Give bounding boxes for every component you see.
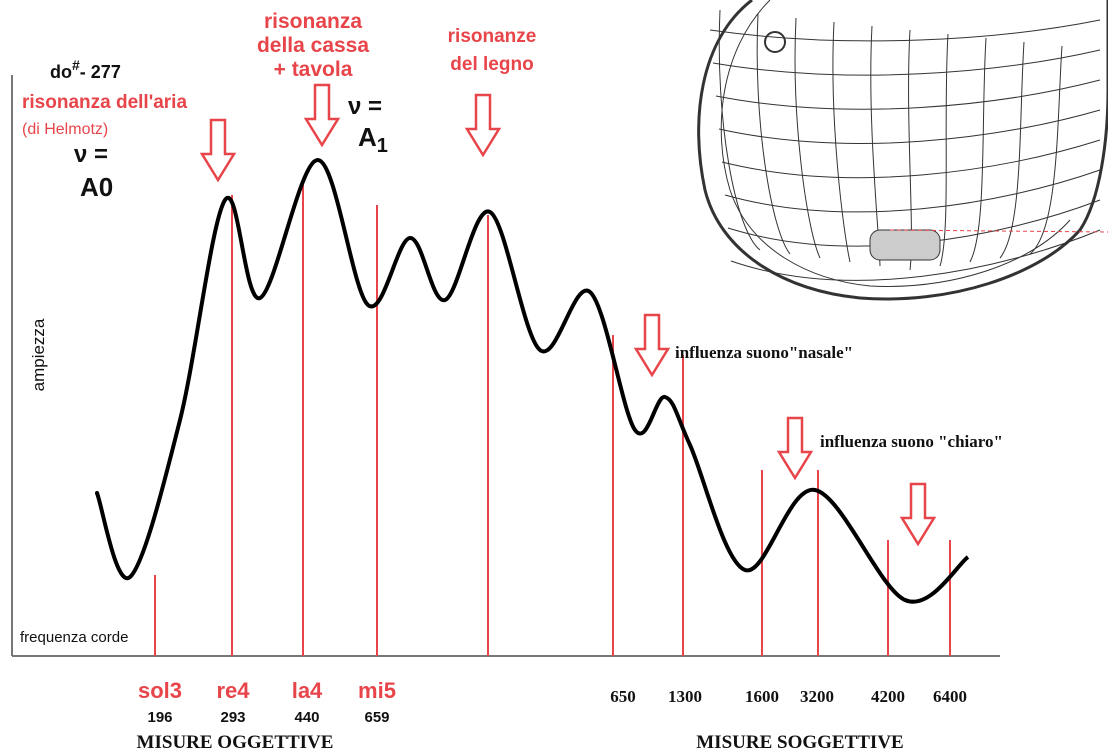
arrow — [902, 484, 934, 544]
violin-grid-line — [716, 80, 1100, 109]
violin-grid-line — [795, 18, 820, 258]
violin-drawing — [699, 0, 1108, 299]
bright-label: influenza suono "chiaro" — [820, 432, 1003, 451]
note-label: mi5 — [358, 678, 396, 703]
wood-label: risonanze — [448, 26, 537, 47]
freq-label: 6400 — [933, 687, 967, 706]
freq-label: 3200 — [800, 687, 834, 706]
nu: ν = — [74, 141, 108, 168]
arrow — [779, 418, 811, 478]
freq-label: 196 — [147, 709, 172, 726]
violin-grid-line — [833, 22, 850, 262]
body-label: della cassa — [257, 34, 369, 57]
arrow — [467, 95, 499, 155]
arrow — [306, 85, 338, 145]
violin-grid-line — [713, 50, 1100, 75]
violin-grid-line — [710, 20, 1100, 41]
freq-label: 1600 — [745, 687, 779, 706]
freq-label: 293 — [220, 709, 245, 726]
note: do#- 277 — [50, 57, 121, 82]
freq-label: 4200 — [871, 687, 905, 706]
y-axis-label: ampiezza — [29, 318, 48, 391]
wood-label: del legno — [450, 54, 533, 75]
violin-grid-line — [722, 140, 1100, 178]
helmholtz-title: risonanza dell'aria — [22, 92, 187, 113]
note-label: re4 — [216, 678, 250, 703]
violin-grid-line — [940, 34, 948, 266]
mode: A0 — [80, 172, 113, 202]
body-label: risonanza — [264, 10, 362, 33]
violin-grid-line — [1030, 46, 1062, 254]
helmholtz-subtitle: (di Helmotz) — [22, 121, 108, 138]
arrow — [202, 120, 234, 180]
frequency-lines — [155, 185, 950, 656]
diagram: do#- 277 risonanza dell'aria (di Helmotz… — [0, 0, 1108, 754]
violin-grid-line — [1000, 42, 1024, 258]
note-label: sol3 — [138, 678, 182, 703]
freq-label: 1300 — [668, 687, 702, 706]
x-axis-label: frequenza corde — [20, 629, 128, 646]
violin-grid-line — [725, 170, 1100, 212]
nu: ν = — [348, 93, 382, 120]
caption: MISURE SOGGETTIVE — [696, 732, 903, 753]
curve-start — [95, 491, 99, 495]
violin-grid-line — [970, 38, 986, 262]
freq-label: 659 — [364, 709, 389, 726]
response-curve — [97, 160, 968, 602]
freq-label: 440 — [294, 709, 319, 726]
body-label: + tavola — [274, 58, 353, 81]
arrow — [636, 315, 668, 375]
violin-grid-line — [757, 14, 790, 254]
caption: MISURE OGGETTIVE — [137, 732, 334, 753]
freq-label: 650 — [610, 687, 636, 706]
note-label: la4 — [292, 678, 323, 703]
nasal-label: influenza suono"nasale" — [675, 343, 853, 362]
mode: A1 — [358, 122, 388, 157]
